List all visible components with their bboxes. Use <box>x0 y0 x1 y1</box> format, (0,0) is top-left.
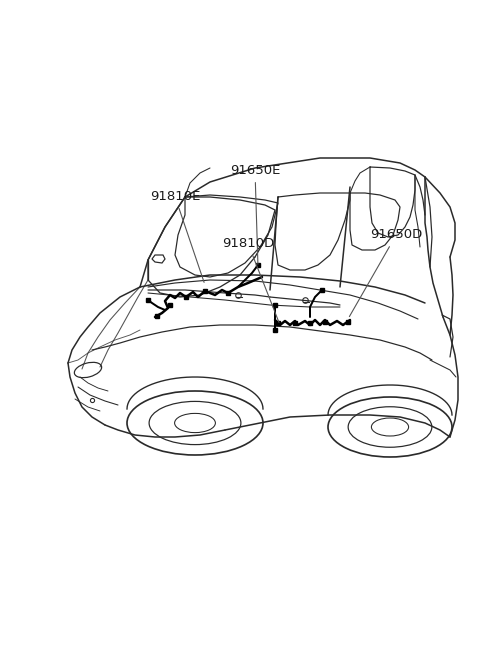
Text: 91810D: 91810D <box>222 237 279 322</box>
Text: 91650E: 91650E <box>230 164 280 264</box>
Text: 91650D: 91650D <box>349 229 422 316</box>
Text: 91810E: 91810E <box>150 190 204 282</box>
